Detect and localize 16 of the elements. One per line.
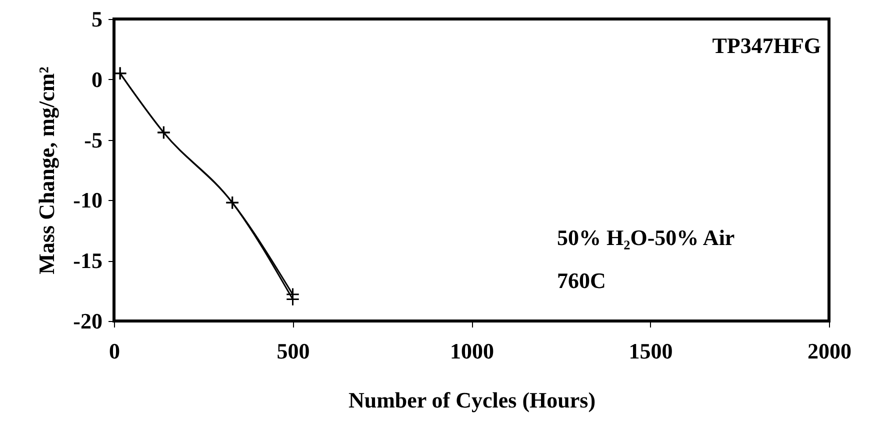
y-tick-label: 0	[92, 66, 102, 92]
x-tick-label: 1000	[450, 338, 494, 364]
x-tick-label: 2000	[808, 338, 852, 364]
x-tick-label: 0	[109, 338, 120, 364]
annotation: TP347HFG	[712, 33, 821, 58]
y-tick-label: -15	[73, 248, 102, 274]
y-tick-label: 5	[92, 6, 102, 32]
x-axis-title: Number of Cycles (Hours)	[348, 388, 596, 412]
y-tick-label: -10	[73, 188, 102, 213]
y-tick-label: -20	[73, 308, 102, 334]
x-tick-label: 500	[276, 338, 310, 364]
y-axis-title: Mass Change, mg/cm²	[34, 66, 60, 274]
annotation: 760C	[557, 268, 606, 293]
x-tick-label: 1500	[628, 338, 673, 364]
annotation: 50% H₂O-50% Air	[557, 225, 735, 250]
y-tick-label: -5	[84, 127, 102, 152]
